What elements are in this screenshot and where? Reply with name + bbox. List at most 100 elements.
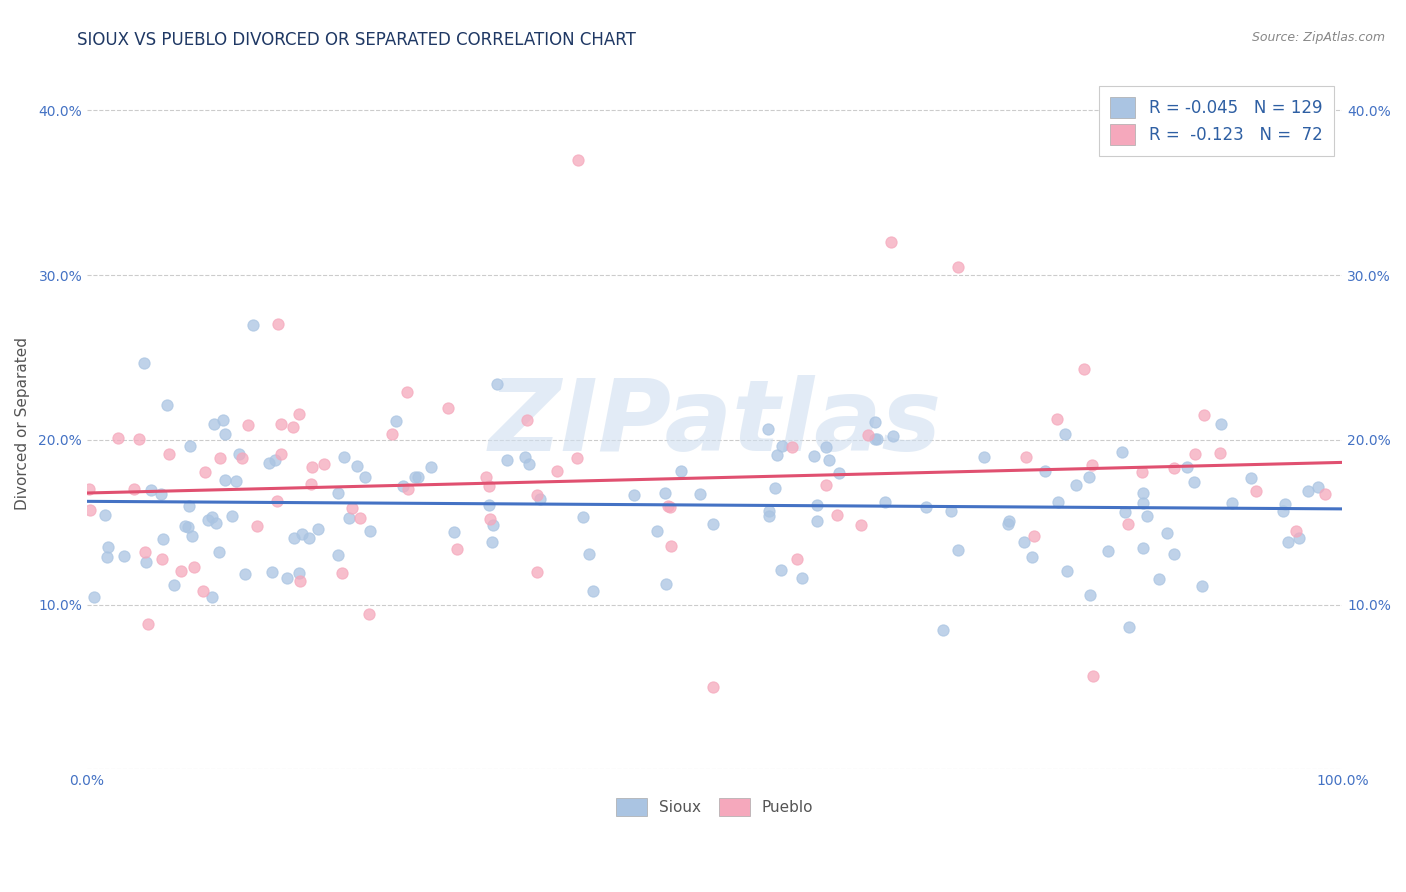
- Point: [1015, 450, 1038, 464]
- Point: [654, 576, 676, 591]
- Point: [769, 563, 792, 577]
- Point: [1163, 548, 1185, 562]
- Point: [689, 487, 711, 501]
- Point: [1296, 483, 1319, 498]
- Point: [136, 616, 159, 631]
- Point: [326, 549, 349, 563]
- Point: [1073, 362, 1095, 376]
- Point: [1288, 531, 1310, 545]
- Point: [420, 460, 443, 475]
- Point: [194, 465, 217, 479]
- Point: [1114, 505, 1136, 519]
- Point: [1012, 535, 1035, 549]
- Point: [333, 450, 356, 465]
- Point: [396, 483, 419, 497]
- Point: [152, 532, 174, 546]
- Point: [276, 571, 298, 585]
- Point: [301, 459, 323, 474]
- Y-axis label: Divorced or Separated: Divorced or Separated: [15, 337, 30, 510]
- Point: [107, 431, 129, 445]
- Point: [939, 504, 962, 518]
- Point: [257, 456, 280, 470]
- Point: [353, 469, 375, 483]
- Point: [578, 547, 600, 561]
- Point: [657, 499, 679, 513]
- Point: [1111, 444, 1133, 458]
- Point: [396, 384, 419, 399]
- Point: [150, 552, 173, 566]
- Point: [546, 464, 568, 478]
- Point: [163, 578, 186, 592]
- Point: [1118, 620, 1140, 634]
- Point: [314, 457, 336, 471]
- Point: [246, 519, 269, 533]
- Point: [1054, 426, 1077, 441]
- Point: [654, 486, 676, 500]
- Point: [1130, 465, 1153, 479]
- Point: [973, 450, 995, 464]
- Point: [529, 492, 551, 507]
- Point: [202, 417, 225, 432]
- Point: [659, 539, 682, 553]
- Point: [288, 407, 311, 421]
- Point: [1132, 485, 1154, 500]
- Point: [756, 422, 779, 436]
- Point: [873, 495, 896, 509]
- Point: [865, 432, 887, 446]
- Point: [193, 583, 215, 598]
- Point: [169, 564, 191, 578]
- Point: [882, 429, 904, 443]
- Point: [1209, 417, 1232, 432]
- Point: [381, 426, 404, 441]
- Point: [214, 427, 236, 442]
- Point: [181, 529, 204, 543]
- Point: [443, 524, 465, 539]
- Text: SIOUX VS PUEBLO DIVORCED OR SEPARATED CORRELATION CHART: SIOUX VS PUEBLO DIVORCED OR SEPARATED CO…: [77, 31, 636, 49]
- Point: [1136, 509, 1159, 524]
- Point: [567, 153, 589, 167]
- Point: [806, 498, 828, 512]
- Point: [997, 516, 1019, 531]
- Point: [803, 450, 825, 464]
- Point: [1182, 475, 1205, 490]
- Point: [780, 440, 803, 454]
- Point: [179, 499, 201, 513]
- Point: [517, 457, 540, 471]
- Point: [815, 478, 838, 492]
- Point: [211, 413, 233, 427]
- Point: [856, 428, 879, 442]
- Point: [1156, 526, 1178, 541]
- Point: [385, 414, 408, 428]
- Point: [97, 540, 120, 554]
- Point: [1175, 460, 1198, 475]
- Point: [786, 552, 808, 566]
- Point: [157, 447, 180, 461]
- Point: [1192, 409, 1215, 423]
- Point: [478, 479, 501, 493]
- Point: [209, 450, 232, 465]
- Point: [1163, 461, 1185, 475]
- Point: [1056, 564, 1078, 578]
- Point: [128, 433, 150, 447]
- Point: [1306, 480, 1329, 494]
- Point: [486, 377, 509, 392]
- Point: [1022, 529, 1045, 543]
- Point: [647, 524, 669, 538]
- Point: [1191, 579, 1213, 593]
- Point: [359, 524, 381, 538]
- Point: [197, 513, 219, 527]
- Point: [806, 514, 828, 528]
- Point: [173, 518, 195, 533]
- Point: [571, 509, 593, 524]
- Point: [77, 482, 100, 496]
- Point: [1274, 497, 1296, 511]
- Point: [1077, 469, 1099, 483]
- Point: [526, 565, 548, 579]
- Point: [702, 680, 724, 694]
- Point: [482, 517, 505, 532]
- Point: [997, 514, 1019, 528]
- Point: [83, 590, 105, 604]
- Point: [94, 508, 117, 523]
- Point: [307, 522, 329, 536]
- Point: [932, 624, 955, 638]
